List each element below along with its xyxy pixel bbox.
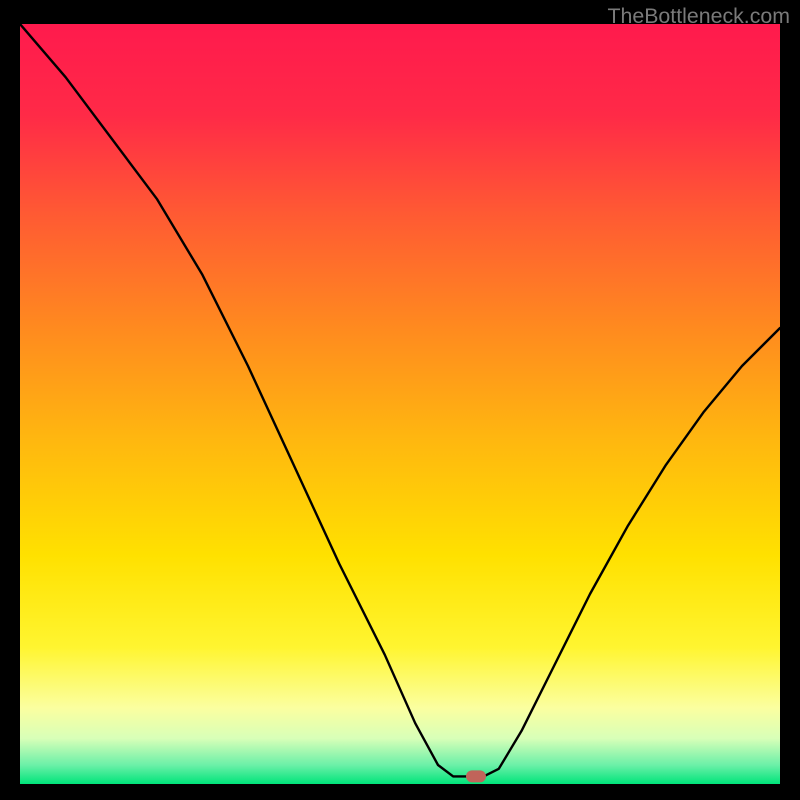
gradient-background [20,24,780,784]
chart-stage: TheBottleneck.com [0,0,800,800]
chart-svg [20,24,780,784]
plot-area [20,24,780,784]
optimal-marker [466,770,486,782]
